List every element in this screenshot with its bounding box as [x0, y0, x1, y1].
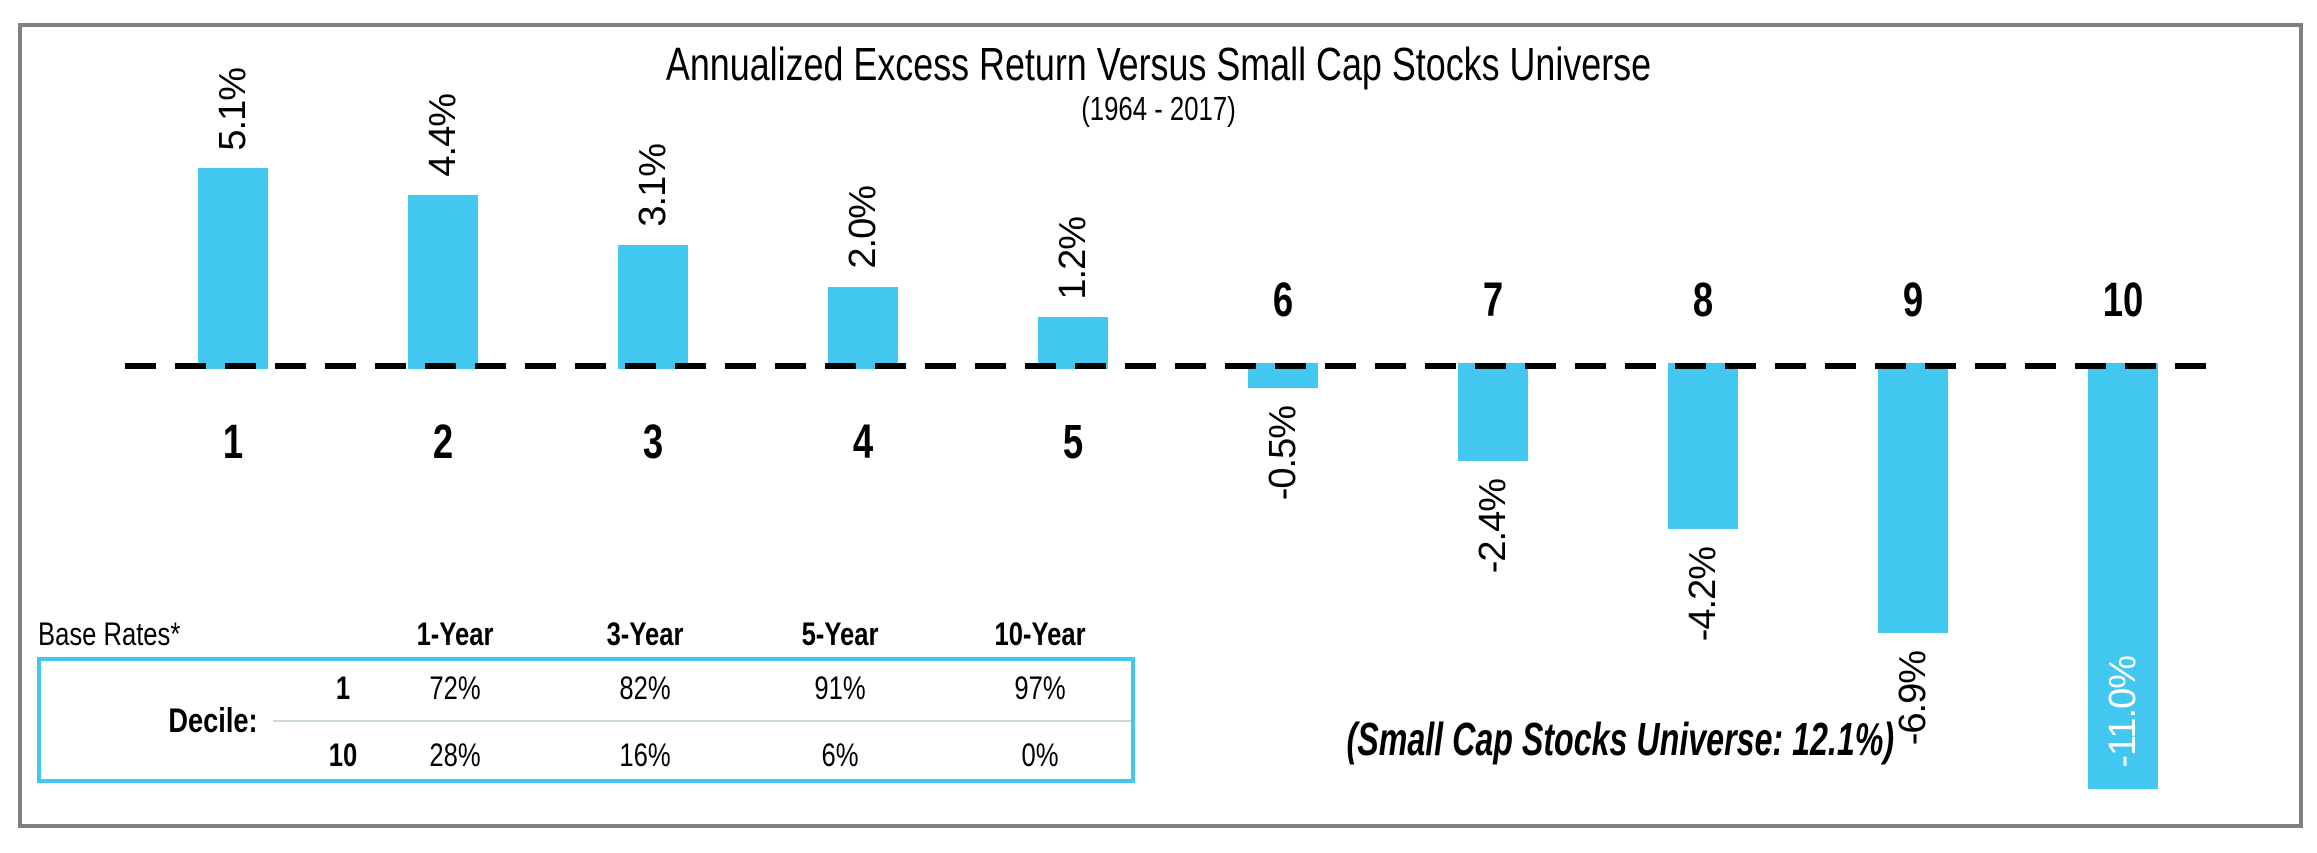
- base-rates-title: Base Rates*: [38, 616, 181, 652]
- bar-decile-10: [2088, 363, 2158, 790]
- chart-frame: [18, 23, 2303, 828]
- value-label-decile-6: -0.5%: [1262, 406, 1304, 501]
- decile-row-label: Decile:: [168, 702, 258, 740]
- value-label-decile-4: 2.0%: [842, 185, 884, 269]
- decile-number-10: 10: [328, 737, 358, 773]
- category-label-decile-1: 1: [222, 416, 244, 469]
- bar-decile-8: [1668, 363, 1738, 530]
- category-label-decile-4: 4: [852, 416, 874, 469]
- category-label-decile-7: 7: [1482, 274, 1504, 327]
- value-label-decile-3: 3.1%: [632, 143, 674, 227]
- chart-subtitle: (1964 - 2017): [1081, 90, 1236, 127]
- bar-decile-2: [408, 194, 478, 369]
- base-rate-decile1-1-year: 72%: [429, 670, 481, 706]
- category-label-decile-9: 9: [1902, 274, 1924, 327]
- base-rate-decile10-1-year: 28%: [429, 737, 481, 773]
- chart-title: Annualized Excess Return Versus Small Ca…: [665, 38, 1652, 90]
- category-label-decile-6: 6: [1272, 274, 1294, 327]
- value-label-decile-9: -6.9%: [1892, 650, 1934, 745]
- universe-return-note: (Small Cap Stocks Universe: 12.1%): [1346, 713, 1895, 765]
- table-header-1-year: 1-Year: [416, 616, 494, 652]
- value-label-decile-10: -11.0%: [2102, 655, 2144, 768]
- table-header-10-year: 10-Year: [994, 616, 1086, 652]
- base-rate-decile1-5-year: 91%: [814, 670, 866, 706]
- category-label-decile-5: 5: [1062, 416, 1084, 469]
- base-rate-decile10-10-year: 0%: [1021, 737, 1059, 773]
- category-label-decile-8: 8: [1692, 274, 1714, 327]
- base-rate-decile10-3-year: 16%: [619, 737, 671, 773]
- bar-decile-7: [1458, 363, 1528, 461]
- table-header-5-year: 5-Year: [801, 616, 879, 652]
- bar-decile-4: [828, 286, 898, 369]
- value-label-decile-5: 1.2%: [1052, 216, 1094, 300]
- base-rate-decile1-10-year: 97%: [1014, 670, 1066, 706]
- bar-decile-3: [618, 244, 688, 369]
- base-rate-decile1-3-year: 82%: [619, 670, 671, 706]
- decile-number-1: 1: [335, 670, 351, 706]
- table-row-divider: [273, 720, 1131, 722]
- category-label-decile-2: 2: [432, 416, 454, 469]
- bar-decile-5: [1038, 317, 1108, 369]
- value-label-decile-1: 5.1%: [212, 67, 254, 151]
- category-label-decile-10: 10: [2102, 274, 2144, 327]
- value-label-decile-7: -2.4%: [1472, 478, 1514, 573]
- bar-decile-1: [198, 168, 268, 369]
- value-label-decile-2: 4.4%: [422, 94, 464, 177]
- bar-decile-9: [1878, 363, 1948, 633]
- table-header-3-year: 3-Year: [606, 616, 684, 652]
- value-label-decile-8: -4.2%: [1682, 547, 1724, 642]
- base-rate-decile10-5-year: 6%: [821, 737, 859, 773]
- category-label-decile-3: 3: [642, 416, 664, 469]
- zero-baseline: [125, 363, 2220, 369]
